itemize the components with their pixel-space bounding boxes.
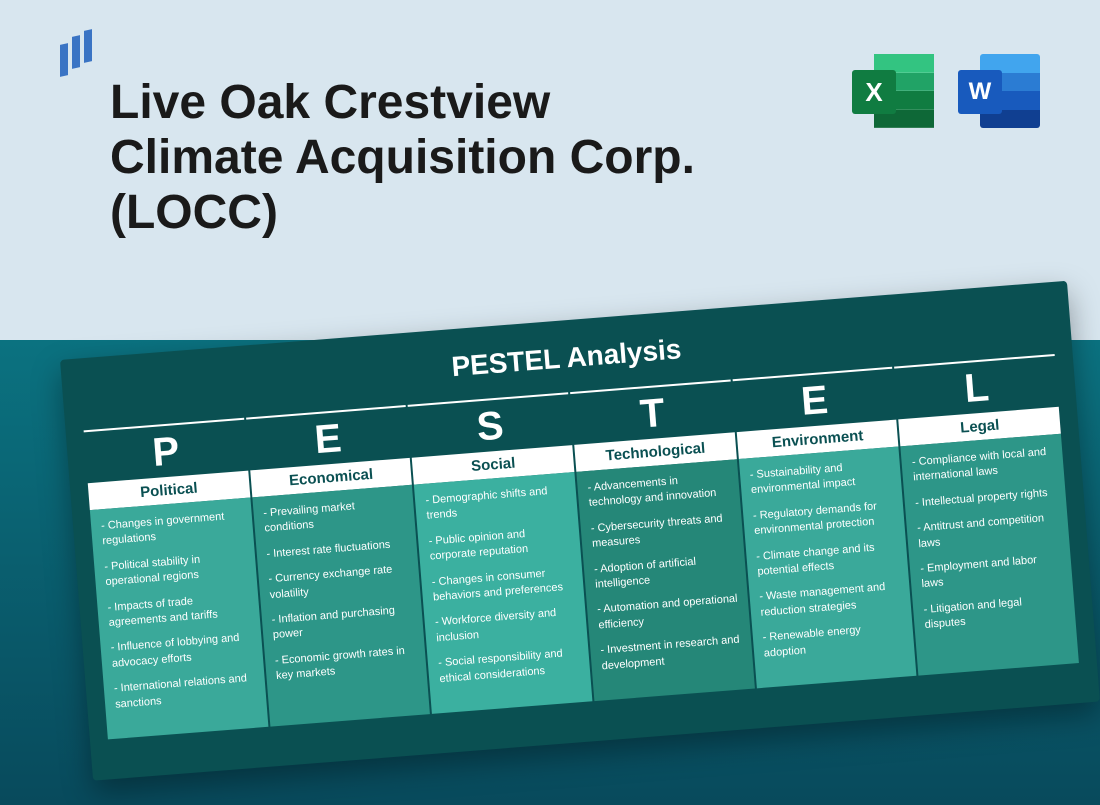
pestel-card-wrap: PESTEL Analysis PPolitical- Changes in g… bbox=[60, 281, 1100, 781]
pestel-item: - Political stability in operational reg… bbox=[104, 549, 247, 591]
pestel-column: TTechnological- Advancements in technolo… bbox=[570, 379, 754, 701]
top-section: Live Oak Crestview Climate Acquisition C… bbox=[0, 0, 1100, 340]
app-icons: X W bbox=[852, 50, 1040, 132]
pestel-column-body: - Advancements in technology and innovat… bbox=[576, 459, 754, 701]
pestel-column: EEnvironment- Sustainability and environ… bbox=[732, 367, 916, 689]
pestel-item: - Antitrust and competition laws bbox=[917, 510, 1060, 552]
pestel-item: - Influence of lobbying and advocacy eff… bbox=[110, 630, 253, 672]
excel-icon: X bbox=[852, 50, 934, 132]
pestel-item: - Impacts of trade agreements and tariff… bbox=[107, 590, 250, 632]
bottom-section: PESTEL Analysis PPolitical- Changes in g… bbox=[0, 340, 1100, 805]
pestel-item: - Compliance with local and internationa… bbox=[911, 444, 1054, 486]
pestel-item: - Adoption of artificial intelligence bbox=[594, 551, 737, 593]
pestel-item: - International relations and sanctions bbox=[113, 671, 256, 713]
logo-icon bbox=[60, 30, 100, 85]
pestel-column: LLegal- Compliance with local and intern… bbox=[894, 354, 1078, 676]
pestel-item: - Climate change and its potential effec… bbox=[756, 539, 899, 581]
pestel-item: - Currency exchange rate volatility bbox=[268, 561, 411, 603]
pestel-item: - Advancements in technology and innovat… bbox=[587, 470, 730, 512]
pestel-grid: PPolitical- Changes in government regula… bbox=[84, 354, 1079, 739]
pestel-item: - Changes in government regulations bbox=[101, 508, 244, 550]
pestel-item: - Sustainability and environmental impac… bbox=[749, 457, 892, 499]
pestel-item: - Changes in consumer behaviors and pref… bbox=[431, 564, 574, 606]
pestel-item: - Renewable energy adoption bbox=[762, 620, 905, 662]
excel-badge-letter: X bbox=[852, 70, 896, 114]
pestel-column-body: - Demographic shifts and trends- Public … bbox=[414, 472, 592, 714]
pestel-column: SSocial- Demographic shifts and trends- … bbox=[408, 392, 592, 714]
pestel-item: - Prevailing market conditions bbox=[263, 496, 406, 538]
pestel-item: - Regulatory demands for environmental p… bbox=[753, 498, 896, 540]
pestel-column: PPolitical- Changes in government regula… bbox=[84, 418, 268, 740]
pestel-item: - Intellectual property rights bbox=[915, 485, 1056, 511]
pestel-item: - Automation and operational efficiency bbox=[597, 592, 740, 634]
pestel-item: - Public opinion and corporate reputatio… bbox=[428, 523, 571, 565]
pestel-item: - Interest rate fluctuations bbox=[266, 536, 407, 562]
pestel-item: - Social responsibility and ethical cons… bbox=[438, 645, 581, 687]
pestel-item: - Inflation and purchasing power bbox=[271, 602, 414, 644]
pestel-column-body: - Sustainability and environmental impac… bbox=[739, 446, 917, 688]
pestel-column-body: - Changes in government regulations- Pol… bbox=[90, 498, 268, 740]
pestel-column: EEconomical- Prevailing market condition… bbox=[246, 405, 430, 727]
pestel-item: - Demographic shifts and trends bbox=[425, 483, 568, 525]
word-icon: W bbox=[958, 50, 1040, 132]
pestel-column-body: - Prevailing market conditions- Interest… bbox=[252, 485, 430, 727]
page: Live Oak Crestview Climate Acquisition C… bbox=[0, 0, 1100, 805]
pestel-column-body: - Compliance with local and internationa… bbox=[901, 434, 1079, 676]
pestel-item: - Litigation and legal disputes bbox=[923, 592, 1066, 634]
pestel-item: - Waste management and reduction strateg… bbox=[759, 579, 902, 621]
pestel-item: - Cybersecurity threats and measures bbox=[590, 511, 733, 553]
pestel-item: - Employment and labor laws bbox=[920, 551, 1063, 593]
pestel-item: - Economic growth rates in key markets bbox=[274, 643, 417, 685]
pestel-item: - Workforce diversity and inclusion bbox=[435, 605, 578, 647]
pestel-card: PESTEL Analysis PPolitical- Changes in g… bbox=[60, 281, 1100, 781]
pestel-item: - Investment in research and development bbox=[600, 633, 743, 675]
page-title: Live Oak Crestview Climate Acquisition C… bbox=[110, 75, 710, 241]
word-badge-letter: W bbox=[958, 70, 1002, 114]
